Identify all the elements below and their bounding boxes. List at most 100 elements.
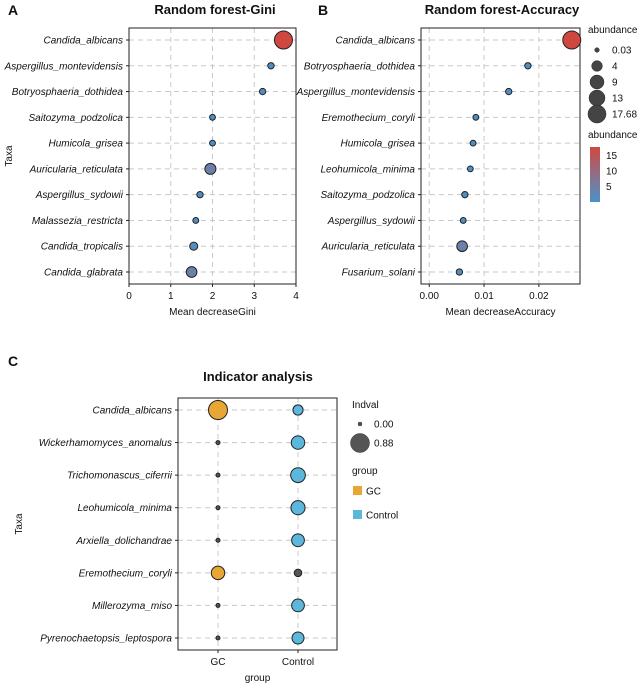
x-tick-label: GC: [211, 657, 226, 668]
x-axis-title: Mean decreaseGini: [169, 307, 256, 318]
data-point: [459, 217, 467, 224]
data-point: [292, 404, 304, 416]
panel-b-title: Random forest-Accuracy: [425, 2, 580, 17]
legend-size-label: 9: [612, 78, 618, 89]
y-tick-label: Saitozyma_podzolica: [321, 190, 416, 201]
y-tick-label: Auricularia_reticulata: [321, 242, 416, 253]
y-tick-label: Pyrenochaetopsis_leptospora: [40, 634, 172, 645]
panel-letter-a: A: [8, 2, 18, 18]
data-point: [524, 62, 532, 70]
data-point: [215, 537, 221, 543]
y-tick-label: Fusarium_solani: [342, 268, 416, 279]
x-axis-title: Mean decreaseAccuracy: [445, 307, 555, 318]
panel-letter-b: B: [318, 2, 328, 18]
data-point: [192, 217, 200, 224]
data-point: [456, 240, 468, 253]
legend-size-title: abundance: [588, 25, 638, 36]
data-point: [469, 139, 477, 147]
legend-size-key: [350, 433, 370, 453]
legend-group-label: GC: [366, 487, 381, 498]
plot-frame: [177, 397, 338, 651]
x-tick-label: 3: [251, 291, 257, 302]
data-point: [258, 87, 267, 96]
data-point: [267, 62, 275, 70]
data-point: [215, 602, 221, 608]
x-tick-label: 2: [210, 291, 216, 302]
y-tick-label: Eremothecium_coryli: [79, 568, 173, 579]
x-tick-label: 0.00: [419, 291, 439, 302]
y-tick-label: Leohumicola_minima: [78, 503, 173, 514]
legend-size-key: [591, 60, 603, 72]
data-point: [290, 500, 306, 516]
panel-a-title: Random forest-Gini: [154, 2, 275, 17]
x-tick-label: 0.01: [474, 291, 494, 302]
legend-color-title: abundance: [588, 130, 638, 141]
x-axis-title: group: [245, 673, 271, 684]
data-point: [291, 533, 305, 548]
data-point: [196, 190, 204, 199]
y-tick-label: Leohumicola_minima: [321, 164, 416, 175]
legend-size-key: [589, 74, 605, 90]
legend-group-swatch: [353, 510, 362, 519]
colorbar-tick-label: 5: [606, 182, 612, 193]
legend-colorbar: [590, 147, 600, 202]
y-tick-label: Candida_tropicalis: [41, 242, 123, 253]
y-tick-label: Candida_albicans: [335, 36, 415, 47]
data-point: [461, 190, 469, 199]
data-point: [290, 467, 306, 484]
y-tick-label: Botryosphaeria_dothidea: [304, 61, 416, 72]
colorbar-tick-label: 10: [606, 166, 618, 177]
y-tick-label: Wickerhamomyces_anomalus: [39, 438, 172, 449]
y-tick-label: Trichomonascus_ciferrii: [67, 471, 173, 482]
legend-group-swatch: [353, 486, 362, 495]
legend-group-title: group: [352, 466, 378, 477]
y-tick-label: Humicola_grisea: [49, 139, 124, 150]
y-tick-label: Malassezia_restricta: [32, 216, 124, 227]
data-point: [215, 635, 221, 641]
legend-size-label: 0.03: [612, 46, 632, 57]
data-point: [215, 505, 221, 511]
y-tick-label: Auricularia_reticulata: [29, 164, 124, 175]
plot-frame: [420, 27, 581, 285]
legend-size-label: 4: [612, 62, 618, 73]
y-tick-label: Eremothecium_coryli: [322, 113, 416, 124]
data-point: [505, 87, 513, 96]
x-tick-label: 0.02: [529, 291, 549, 302]
data-point: [215, 472, 221, 478]
y-tick-label: Aspergillus_montevidensis: [296, 87, 415, 98]
data-point: [291, 598, 305, 613]
x-tick-label: 4: [293, 291, 299, 302]
data-point: [189, 241, 199, 251]
x-tick-label: 1: [168, 291, 174, 302]
data-point: [291, 631, 305, 645]
y-tick-label: Humicola_grisea: [341, 139, 416, 150]
y-tick-label: Arxiella_dolichandrae: [75, 536, 172, 547]
x-tick-label: 0: [126, 291, 132, 302]
panel-c-title: Indicator analysis: [203, 369, 313, 384]
legend-size-key: [587, 104, 607, 124]
y-tick-label: Candida_albicans: [92, 406, 172, 417]
data-point: [204, 162, 217, 175]
data-point: [273, 30, 293, 50]
data-point: [562, 30, 582, 50]
y-tick-label: Candida_albicans: [43, 36, 123, 47]
y-tick-label: Aspergillus_sydowii: [35, 190, 124, 201]
legend-size-key: [594, 47, 600, 53]
legend-size-label: 0.88: [374, 439, 394, 450]
data-point: [215, 440, 221, 446]
y-axis-title: Taxa: [14, 513, 25, 535]
colorbar-tick-label: 15: [606, 151, 618, 162]
y-tick-label: Saitozyma_podzolica: [29, 113, 124, 124]
data-point: [209, 139, 216, 147]
legend-size-label: 0.00: [374, 420, 394, 431]
data-point: [472, 113, 480, 121]
data-point: [209, 113, 216, 121]
legend-group-label: Control: [366, 511, 398, 522]
legend-size-key: [588, 89, 606, 107]
data-point: [293, 568, 303, 578]
data-point: [290, 435, 306, 450]
data-point: [185, 266, 198, 278]
y-tick-label: Aspergillus_montevidensis: [4, 61, 123, 72]
data-point: [208, 400, 228, 420]
x-tick-label: Control: [282, 657, 314, 668]
